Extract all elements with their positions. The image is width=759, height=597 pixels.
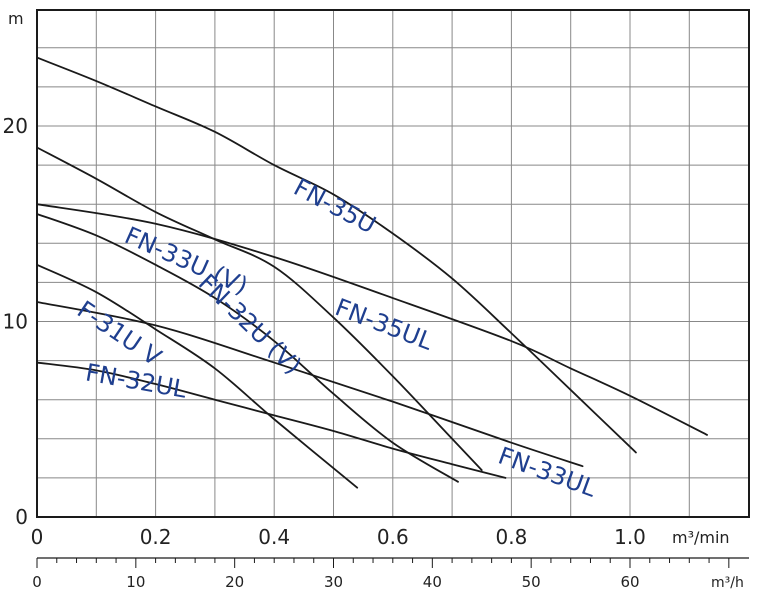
plot-frame bbox=[36, 9, 750, 518]
x-tick-label: 0.4 bbox=[258, 525, 290, 549]
curve-fn-33ul bbox=[36, 301, 584, 468]
curve-fn-32u-v bbox=[36, 213, 459, 483]
tick-labels: 0 0.2 0.4 0.6 0.8 1.0 0 10 20 bbox=[3, 114, 646, 549]
curve-label-fn-32u-v: FN-32U (V) bbox=[193, 269, 307, 380]
x-axis-unit-secondary: m³/h bbox=[711, 575, 744, 591]
curve-label-fn-35ul: FN-35UL bbox=[331, 293, 437, 356]
secondary-axis: 0 10 20 30 40 50 60 bbox=[32, 557, 749, 591]
curve-fn-32ul bbox=[36, 361, 507, 479]
x-tick-label: 0.8 bbox=[495, 525, 527, 549]
x-axis-unit-primary: m³/min bbox=[672, 528, 730, 547]
x2-tick-label: 0 bbox=[32, 573, 42, 591]
x-tick-label: 0.6 bbox=[377, 525, 409, 549]
x2-tick-label: 20 bbox=[225, 573, 244, 591]
curve-f-31u-v bbox=[36, 263, 359, 489]
x-tick-label: 1.0 bbox=[614, 525, 646, 549]
y-tick-label: 20 bbox=[3, 114, 28, 138]
curve-fn-33u-v bbox=[36, 146, 483, 471]
y-tick-label: 0 bbox=[15, 505, 28, 529]
x2-tick-label: 50 bbox=[522, 573, 541, 591]
curve-fn-35u bbox=[36, 56, 637, 454]
y-tick-label: 10 bbox=[3, 310, 28, 334]
x2-tick-label: 60 bbox=[620, 573, 639, 591]
x2-tick-label: 30 bbox=[324, 573, 343, 591]
curve-label-fn-35u: FN-35U bbox=[289, 173, 380, 239]
performance-curves bbox=[36, 56, 708, 489]
curve-label-fn-33ul: FN-33UL bbox=[495, 442, 601, 503]
curve-fn-35ul bbox=[36, 203, 708, 436]
x-tick-label: 0.2 bbox=[140, 525, 172, 549]
y-axis-unit: m bbox=[8, 9, 24, 28]
x-tick-label: 0 bbox=[31, 525, 44, 549]
secondary-axis-ticks: 0 10 20 30 40 50 60 bbox=[32, 558, 730, 591]
x2-tick-label: 40 bbox=[423, 573, 442, 591]
grid-lines bbox=[37, 10, 749, 517]
curve-label-fn-32ul: FN-32UL bbox=[83, 358, 189, 403]
x2-tick-label: 10 bbox=[126, 573, 145, 591]
